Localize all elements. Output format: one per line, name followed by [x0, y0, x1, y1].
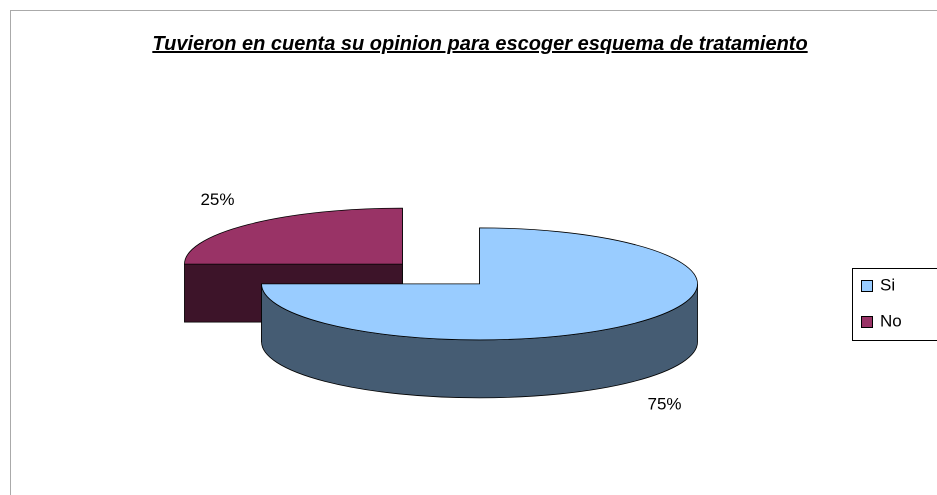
legend-swatch	[861, 316, 873, 328]
legend-label: Si	[880, 275, 895, 294]
legend-swatch	[861, 280, 873, 292]
chart-title: Tuvieron en cuenta su opinion para escog…	[152, 33, 808, 55]
legend-label: No	[880, 311, 902, 330]
slice-top	[184, 207, 403, 265]
data-label: 25%	[200, 190, 234, 209]
chart-frame	[10, 10, 937, 495]
pie-slice	[261, 227, 698, 399]
slice-top	[261, 227, 698, 341]
data-label: 75%	[648, 395, 682, 414]
